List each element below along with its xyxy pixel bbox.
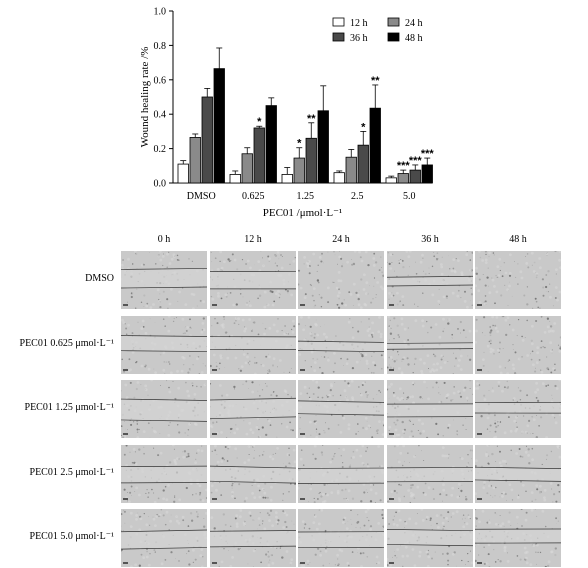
bar [369, 107, 381, 184]
x-axis-label: PEC01 /μmol·L⁻¹ [263, 207, 342, 219]
micrograph-image [210, 251, 296, 309]
y-tick-label: 0.2 [154, 144, 167, 155]
y-tick-label: 0.6 [154, 75, 167, 86]
bar [397, 173, 409, 184]
bar [177, 163, 189, 184]
bar [421, 164, 433, 184]
significance-marker: *** [409, 155, 423, 167]
legend-label: 48 h [405, 33, 423, 44]
significance-marker: * [361, 121, 366, 133]
significance-marker: *** [421, 148, 435, 160]
significance-marker: *** [397, 160, 411, 172]
column-label: 36 h [421, 234, 439, 245]
legend-label: 36 h [350, 33, 368, 44]
micrograph-image [121, 251, 207, 309]
bar [265, 105, 277, 184]
legend-label: 12 h [350, 18, 368, 29]
micrograph-image [387, 251, 473, 309]
bar [293, 157, 305, 184]
legend-swatch [332, 17, 345, 27]
micrograph-image [387, 445, 473, 503]
micrograph-image [298, 380, 384, 438]
bar [317, 110, 329, 184]
y-tick-label: 1.0 [154, 7, 167, 18]
bar [229, 173, 241, 184]
micrograph-image [298, 251, 384, 309]
micrograph-image [475, 380, 561, 438]
significance-marker: ** [371, 75, 380, 87]
bar [189, 137, 201, 184]
micrograph-image [121, 445, 207, 503]
significance-marker: * [297, 138, 302, 150]
bar [357, 144, 369, 184]
y-tick-label: 0.8 [154, 41, 167, 52]
column-label: 24 h [332, 234, 350, 245]
micrograph-image [210, 509, 296, 567]
micrograph-image [475, 316, 561, 374]
bar [281, 173, 293, 184]
micrograph-image [475, 251, 561, 309]
micrograph-image [387, 316, 473, 374]
micrograph-image [121, 380, 207, 438]
row-label: DMSO [85, 273, 114, 284]
x-tick-label: 0.625 [242, 191, 265, 202]
row-label: PEC01 2.5 μmol·L⁻¹ [29, 467, 114, 478]
row-label: PEC01 5.0 μmol·L⁻¹ [29, 531, 114, 542]
y-tick-label: 0.0 [154, 179, 167, 190]
row-label: PEC01 1.25 μmol·L⁻¹ [24, 402, 114, 413]
micrograph-image [298, 445, 384, 503]
micrograph-image [387, 380, 473, 438]
legend-label: 24 h [405, 18, 423, 29]
bar [385, 177, 397, 184]
y-axis-label: Wound healing rate /% [139, 47, 151, 148]
significance-marker: ** [307, 113, 316, 125]
bar [345, 156, 357, 184]
bar [409, 169, 421, 184]
bar [305, 137, 317, 184]
micrograph-image [298, 509, 384, 567]
legend-swatch [387, 32, 400, 42]
significance-marker: * [257, 116, 262, 128]
row-label: PEC01 0.625 μmol·L⁻¹ [19, 338, 114, 349]
legend-swatch [332, 32, 345, 42]
bar [253, 127, 265, 184]
column-label: 48 h [509, 234, 527, 245]
micrograph-image [475, 509, 561, 567]
micrograph-image [121, 509, 207, 567]
micrograph-image [387, 509, 473, 567]
x-tick-label: DMSO [187, 191, 216, 202]
micrograph-image [210, 445, 296, 503]
bar-chart: 0.0 0.2 0.4 0.6 0.8 1.0 Wound healing rate /% P… [139, 7, 435, 220]
micrograph-image [210, 316, 296, 374]
y-tick-label: 0.4 [154, 110, 167, 121]
x-tick-label: 2.5 [351, 191, 364, 202]
micrograph-image [475, 445, 561, 503]
bar [201, 96, 213, 184]
micrograph-image [210, 380, 296, 438]
x-tick-label: 5.0 [403, 191, 416, 202]
column-label: 0 h [157, 234, 171, 245]
micrograph-image [298, 316, 384, 374]
bar [213, 68, 225, 184]
legend-swatch [387, 17, 400, 27]
x-tick-label: 1.25 [297, 191, 315, 202]
column-label: 12 h [244, 234, 262, 245]
bar [241, 153, 253, 184]
micrograph-image [121, 316, 207, 374]
bar [333, 172, 345, 184]
